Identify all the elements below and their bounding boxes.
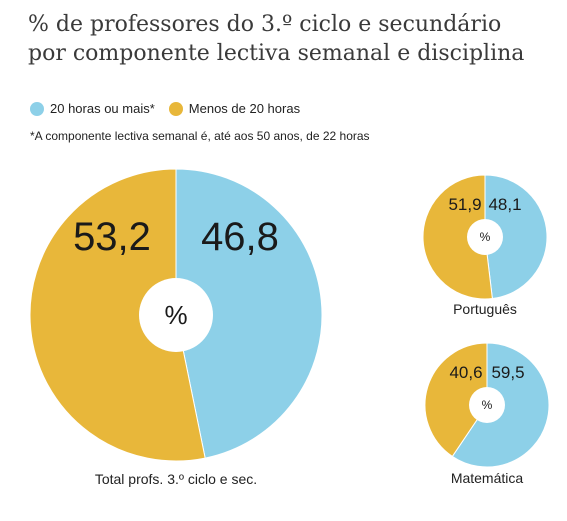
pie-center-label: %	[482, 398, 493, 412]
pie-slice-menos-de-20-horas	[424, 342, 488, 458]
pie-caption: Português	[453, 301, 517, 317]
legend-label-menos-de-20-horas: Menos de 20 horas	[188, 101, 301, 116]
pie-value-label-20-horas-ou-mais: 46,8	[201, 215, 279, 259]
pie-value-label-20-horas-ou-mais: 59,5	[491, 363, 524, 382]
pie-slice-20-horas-ou-mais	[484, 174, 548, 300]
pie-center-hole	[139, 278, 213, 352]
pie-chart-matematica: % 59,5 40,6 Matemática	[424, 342, 550, 486]
footnote: *A componente lectiva semanal é, até aos…	[30, 129, 370, 143]
pie-center-label: %	[164, 300, 187, 330]
chart-title: % de professores do 3.º ciclo e secundár…	[28, 10, 558, 68]
pie-caption: Matemática	[451, 470, 524, 486]
pie-value-label-20-horas-ou-mais: 48,1	[488, 195, 521, 214]
pie-slice-20-horas-ou-mais	[175, 168, 323, 459]
pie-center-label: %	[480, 230, 491, 244]
chart-title-line-1: % de professores do 3.º ciclo e secundár…	[28, 12, 502, 37]
legend-item-menos-de-20-horas: Menos de 20 horas	[168, 101, 301, 116]
pie-center-hole	[469, 387, 505, 423]
legend-item-20-horas-ou-mais: 20 horas ou mais*	[30, 101, 155, 116]
pie-caption: Total profs. 3.º ciclo e sec.	[95, 471, 257, 487]
legend: 20 horas ou mais* Menos de 20 horas	[30, 101, 314, 116]
pie-value-label-menos-de-20-horas: 51,9	[448, 195, 481, 214]
legend-swatch-yellow	[168, 101, 183, 116]
pie-slice-menos-de-20-horas	[422, 174, 493, 300]
pie-value-label-menos-de-20-horas: 40,6	[449, 363, 482, 382]
pie-chart-total-profs-3-ciclo-e-sec: % 46,8 53,2 Total profs. 3.º ciclo e sec.	[29, 168, 323, 487]
pie-center-hole	[467, 219, 503, 255]
pie-value-label-menos-de-20-horas: 53,2	[73, 215, 151, 259]
legend-swatch-blue	[30, 101, 44, 116]
chart-title-line-2: por componente lectiva semanal e discipl…	[28, 41, 525, 66]
pie-slice-menos-de-20-horas	[29, 168, 206, 462]
pie-chart-portugues: % 48,1 51,9 Português	[422, 174, 548, 317]
legend-label-20-horas-ou-mais: 20 horas ou mais*	[50, 101, 155, 116]
